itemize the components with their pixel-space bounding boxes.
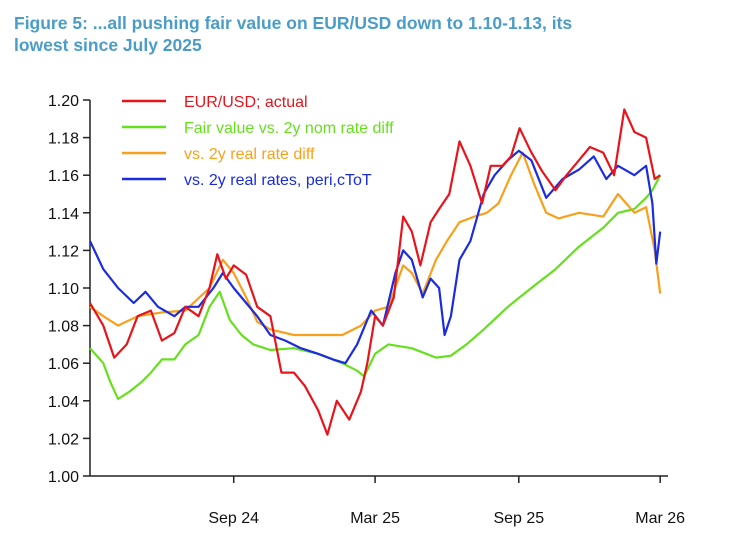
y-tick-label: 1.06 <box>48 356 79 373</box>
x-axis: Sep 24 Mar 25 Sep 25 Mar 26 <box>90 475 685 527</box>
x-tick-label: Sep 24 <box>208 510 259 527</box>
series-line-2 <box>89 151 662 337</box>
y-axis: 1.20 1.18 1.16 1.14 1.12 1.10 1.08 1.06 1.04 1.02… <box>48 93 91 486</box>
figure-title: Figure 5: ...all pushing fair value on E… <box>14 12 714 56</box>
y-tick-label: 1.10 <box>48 281 79 298</box>
y-tick-label: 1.18 <box>48 131 79 148</box>
y-tick-label: 1.14 <box>48 206 79 223</box>
y-tick-label: 1.16 <box>48 168 79 185</box>
series-line-0 <box>89 108 661 436</box>
figure-title-line-1: Figure 5: ...all pushing fair value on E… <box>14 13 573 33</box>
x-tick-label: Mar 26 <box>635 510 685 527</box>
legend-label: vs. 2y real rate diff <box>184 146 315 163</box>
y-tick-label: 1.08 <box>48 319 79 336</box>
legend-label: vs. 2y real rates, peri,cToT <box>184 172 372 189</box>
x-tick-label: Mar 25 <box>350 510 400 527</box>
series-layer <box>89 108 662 436</box>
legend-label: Fair value vs. 2y nom rate diff <box>184 120 394 137</box>
figure-title-line-2: lowest since July 2025 <box>14 35 202 55</box>
series-line-1 <box>89 174 662 400</box>
y-tick-label: 1.02 <box>48 431 79 448</box>
y-tick-label: 1.20 <box>48 93 79 110</box>
legend: EUR/USD; actual Fair value vs. 2y nom rat… <box>122 94 394 189</box>
x-tick-label: Sep 25 <box>493 510 544 527</box>
y-tick-label: 1.04 <box>48 394 79 411</box>
y-tick-label: 1.00 <box>48 469 79 486</box>
legend-label: EUR/USD; actual <box>184 94 308 111</box>
series-line-3 <box>89 149 662 365</box>
y-tick-label: 1.12 <box>48 243 79 260</box>
